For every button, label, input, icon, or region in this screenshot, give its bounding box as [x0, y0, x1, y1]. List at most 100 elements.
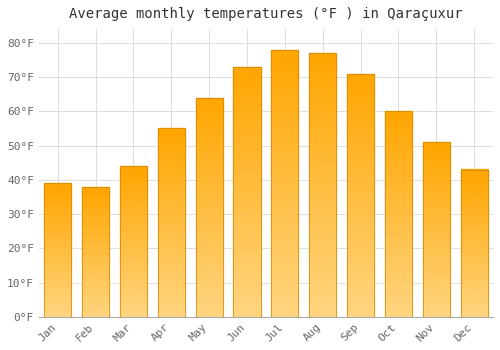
Bar: [120, 253, 147, 255]
Bar: [158, 153, 185, 155]
Bar: [271, 58, 298, 60]
Bar: [460, 296, 488, 297]
Bar: [309, 61, 336, 64]
Bar: [44, 210, 72, 211]
Bar: [120, 183, 147, 184]
Bar: [120, 262, 147, 264]
Bar: [271, 197, 298, 199]
Bar: [347, 246, 374, 249]
Bar: [422, 264, 450, 266]
Bar: [385, 126, 412, 128]
Bar: [234, 99, 260, 102]
Bar: [385, 232, 412, 234]
Bar: [234, 67, 260, 317]
Bar: [347, 88, 374, 91]
Bar: [234, 274, 260, 277]
Bar: [158, 215, 185, 217]
Bar: [271, 223, 298, 226]
Bar: [196, 229, 223, 231]
Bar: [120, 272, 147, 273]
Bar: [196, 238, 223, 240]
Bar: [44, 214, 72, 215]
Bar: [120, 259, 147, 261]
Bar: [44, 203, 72, 205]
Bar: [82, 206, 109, 208]
Bar: [309, 79, 336, 82]
Bar: [234, 69, 260, 72]
Bar: [120, 189, 147, 190]
Bar: [271, 293, 298, 295]
Bar: [422, 226, 450, 228]
Bar: [460, 224, 488, 225]
Bar: [234, 209, 260, 212]
Bar: [120, 237, 147, 238]
Bar: [460, 293, 488, 295]
Bar: [158, 226, 185, 228]
Bar: [120, 264, 147, 266]
Bar: [82, 264, 109, 265]
Bar: [82, 243, 109, 244]
Bar: [82, 304, 109, 305]
Bar: [158, 130, 185, 132]
Bar: [347, 144, 374, 147]
Bar: [385, 130, 412, 132]
Bar: [347, 258, 374, 261]
Bar: [347, 74, 374, 76]
Bar: [422, 298, 450, 299]
Bar: [120, 232, 147, 234]
Bar: [309, 85, 336, 87]
Bar: [422, 142, 450, 317]
Bar: [44, 220, 72, 222]
Bar: [234, 154, 260, 157]
Bar: [82, 196, 109, 197]
Bar: [82, 253, 109, 254]
Bar: [422, 266, 450, 268]
Bar: [234, 184, 260, 187]
Bar: [347, 210, 374, 212]
Bar: [271, 76, 298, 79]
Bar: [158, 258, 185, 260]
Bar: [347, 222, 374, 224]
Bar: [460, 274, 488, 275]
Bar: [196, 277, 223, 280]
Bar: [309, 106, 336, 108]
Bar: [196, 218, 223, 220]
Bar: [347, 229, 374, 232]
Bar: [309, 290, 336, 293]
Bar: [120, 214, 147, 216]
Bar: [422, 207, 450, 209]
Bar: [44, 302, 72, 303]
Bar: [422, 308, 450, 310]
Bar: [385, 156, 412, 159]
Bar: [271, 204, 298, 207]
Bar: [196, 271, 223, 273]
Bar: [158, 228, 185, 230]
Bar: [309, 193, 336, 195]
Bar: [44, 263, 72, 265]
Bar: [158, 132, 185, 134]
Bar: [309, 227, 336, 230]
Bar: [158, 138, 185, 140]
Bar: [120, 168, 147, 169]
Bar: [460, 251, 488, 252]
Bar: [347, 122, 374, 125]
Bar: [234, 242, 260, 244]
Bar: [271, 298, 298, 301]
Bar: [44, 271, 72, 273]
Bar: [347, 190, 374, 193]
Bar: [82, 286, 109, 287]
Bar: [120, 202, 147, 204]
Bar: [120, 257, 147, 258]
Bar: [44, 189, 72, 190]
Bar: [120, 312, 147, 314]
Bar: [82, 306, 109, 308]
Bar: [460, 243, 488, 245]
Bar: [234, 109, 260, 112]
Bar: [158, 211, 185, 213]
Bar: [309, 159, 336, 161]
Bar: [196, 293, 223, 295]
Bar: [309, 177, 336, 180]
Bar: [309, 138, 336, 140]
Bar: [385, 117, 412, 119]
Bar: [82, 194, 109, 196]
